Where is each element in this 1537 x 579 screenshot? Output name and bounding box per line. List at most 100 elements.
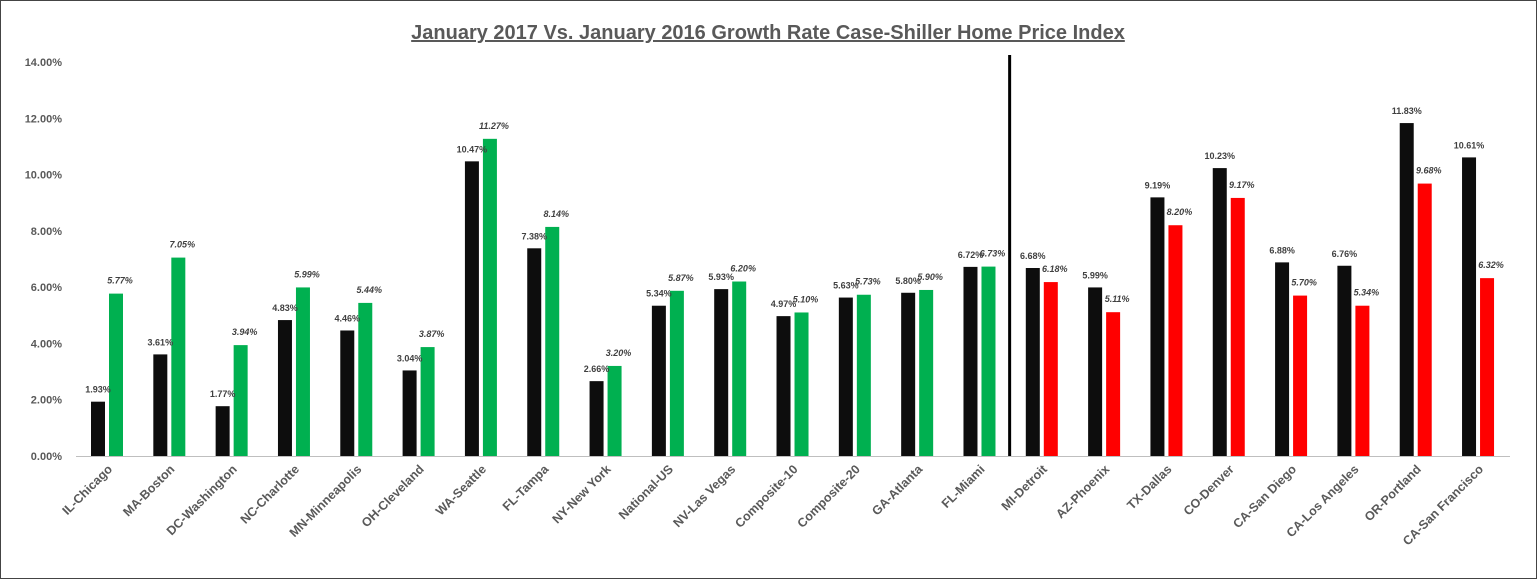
data-label-colored: 5.11% <box>1105 294 1130 304</box>
y-tick-label: 6.00% <box>31 282 62 294</box>
bar-black <box>1088 287 1103 456</box>
bar-colored <box>358 302 373 456</box>
bar-colored <box>109 293 123 456</box>
bar-black <box>589 381 604 456</box>
data-label-colored: 5.34% <box>1354 288 1380 298</box>
data-label-colored: 3.20% <box>606 348 632 358</box>
bar-black <box>91 401 105 456</box>
y-tick-label: 14.00% <box>25 57 63 69</box>
data-label-black: 5.80% <box>895 276 921 286</box>
data-label-black: 2.66% <box>584 364 610 374</box>
data-label-colored: 6.73% <box>980 249 1006 259</box>
data-label-colored: 3.87% <box>419 329 445 339</box>
data-label-black: 5.93% <box>708 272 734 282</box>
bar-colored <box>732 281 747 456</box>
bar-colored <box>1293 295 1308 456</box>
bar-colored <box>482 138 497 456</box>
data-labels: 1.93% 5.77% 3.61% 7.05% 1.77% 3.94% 4.83% 5.99%… <box>85 106 1504 399</box>
y-tick-label: 8.00% <box>31 226 62 238</box>
data-label-colored: 5.87% <box>668 273 694 283</box>
bar-black <box>340 330 355 456</box>
bar-black <box>464 161 479 456</box>
bar-colored <box>981 266 996 456</box>
data-label-colored: 5.77% <box>107 276 133 286</box>
bar-colored <box>794 312 809 456</box>
y-tick-label: 0.00% <box>31 451 62 463</box>
y-tick-label: 12.00% <box>25 113 63 125</box>
data-label-black: 10.61% <box>1454 140 1485 150</box>
data-label-black: 6.76% <box>1332 249 1358 259</box>
data-label-colored: 3.94% <box>232 327 258 337</box>
bar-colored <box>1106 312 1121 456</box>
data-label-colored: 6.20% <box>730 264 756 274</box>
bar-black <box>651 305 666 456</box>
data-label-black: 10.23% <box>1204 151 1235 161</box>
data-label-black: 7.38% <box>521 231 547 241</box>
bar-black <box>714 289 729 456</box>
data-label-black: 4.46% <box>335 313 361 323</box>
bar-black <box>1212 168 1227 456</box>
bar-colored <box>1230 197 1245 456</box>
data-label-colored: 8.20% <box>1167 207 1193 217</box>
data-label-colored: 11.27% <box>479 121 509 131</box>
data-label-colored: 5.10% <box>793 294 819 304</box>
bar-colored <box>233 345 248 456</box>
data-label-black: 5.99% <box>1082 270 1108 280</box>
bar-colored <box>607 365 622 456</box>
bar-colored <box>545 226 560 456</box>
data-label-black: 9.19% <box>1145 180 1171 190</box>
bar-black <box>776 316 791 456</box>
bar-colored <box>856 294 871 456</box>
data-label-black: 3.04% <box>397 353 423 363</box>
bar-black <box>1337 265 1352 456</box>
bar-black <box>901 292 916 456</box>
bar-black <box>527 248 542 456</box>
data-label-colored: 9.68% <box>1416 166 1442 176</box>
data-label-colored: 5.99% <box>294 269 320 279</box>
data-label-black: 4.83% <box>272 303 298 313</box>
data-label-colored: 6.18% <box>1042 264 1068 274</box>
bar-black <box>1025 268 1040 456</box>
bar-colored <box>1417 183 1432 456</box>
bar-colored <box>171 257 186 456</box>
bar-colored <box>1355 305 1370 456</box>
data-label-black: 1.93% <box>85 385 111 395</box>
data-label-black: 4.97% <box>771 299 797 309</box>
bar-black <box>1462 157 1477 456</box>
bar-black <box>402 370 417 456</box>
bar-black <box>838 297 853 456</box>
bar-black <box>963 266 978 456</box>
data-label-colored: 5.70% <box>1291 278 1317 288</box>
bar-colored <box>1480 278 1495 456</box>
y-tick-label: 4.00% <box>31 338 62 350</box>
y-tick-label: 2.00% <box>31 395 62 407</box>
bar-colored <box>669 290 684 456</box>
bar-black <box>215 406 230 456</box>
data-label-black: 1.77% <box>210 389 236 399</box>
data-label-black: 3.61% <box>148 337 174 347</box>
y-tick-label: 10.00% <box>25 170 63 182</box>
data-label-black: 10.47% <box>457 144 488 154</box>
data-label-black: 6.72% <box>958 250 984 260</box>
data-label-colored: 9.17% <box>1229 180 1255 190</box>
bar-black <box>1399 123 1414 456</box>
data-label-black: 6.88% <box>1269 245 1295 255</box>
data-label-black: 5.34% <box>646 289 672 299</box>
bar-black <box>1275 262 1290 456</box>
bar-colored <box>919 289 934 456</box>
y-axis: 0.00% 2.00% 4.00% 6.00% 8.00% 10.00% 12.00% 14.… <box>25 57 63 463</box>
bars <box>91 55 1495 457</box>
bar-colored <box>1043 282 1058 456</box>
data-label-colored: 5.44% <box>357 285 383 295</box>
bar-black <box>153 354 168 456</box>
bar-colored <box>295 287 310 456</box>
bar-colored <box>1168 225 1183 456</box>
bar-black <box>1150 197 1165 457</box>
bar-colored <box>420 347 435 456</box>
data-label-colored: 5.73% <box>855 277 881 287</box>
bar-black <box>277 320 292 456</box>
data-label-colored: 5.90% <box>917 272 943 282</box>
data-label-colored: 7.05% <box>170 240 196 250</box>
data-label-colored: 8.14% <box>543 209 569 219</box>
